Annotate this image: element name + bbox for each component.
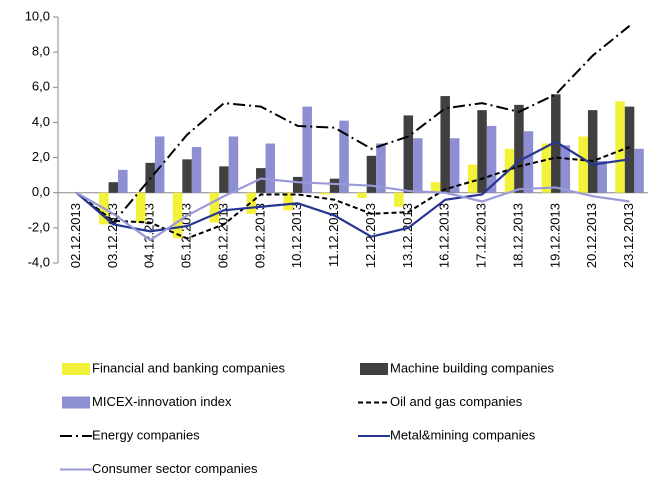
- bar: [209, 192, 220, 223]
- legend-swatch: [62, 396, 90, 409]
- bar: [339, 120, 349, 193]
- bar: [172, 192, 183, 239]
- y-tick-label: 8,0: [32, 44, 50, 59]
- y-tick-label: 10,0: [25, 8, 50, 23]
- bar: [154, 136, 165, 193]
- bar: [413, 138, 423, 193]
- bar: [597, 161, 607, 193]
- bar: [191, 147, 202, 193]
- bar: [467, 164, 478, 193]
- bar: [430, 182, 441, 193]
- bar: [118, 169, 128, 193]
- bar: [357, 192, 367, 198]
- y-tick-label: 4,0: [32, 114, 50, 129]
- bar: [615, 101, 625, 193]
- line-series: [75, 146, 630, 240]
- bar: [477, 110, 487, 193]
- x-tick-label: 09.12.2013: [252, 203, 267, 268]
- y-tick-label: 0,0: [32, 184, 50, 199]
- x-tick-label: 18.12.2013: [510, 203, 525, 268]
- bar: [246, 192, 257, 214]
- bar: [182, 159, 192, 193]
- y-tick-label: -4,0: [28, 254, 50, 269]
- bar: [292, 176, 303, 193]
- bar: [560, 145, 571, 193]
- bar: [394, 192, 404, 207]
- bar: [523, 131, 534, 193]
- legend-label: Financial and banking companies: [92, 360, 285, 375]
- legend-label: Metal&mining companies: [390, 427, 536, 442]
- bar: [228, 136, 239, 193]
- x-tick-label: 20.12.2013: [584, 203, 599, 268]
- bar: [624, 106, 635, 193]
- bar: [449, 138, 460, 193]
- bar: [541, 143, 552, 193]
- bar: [486, 125, 497, 193]
- legend-label: Consumer sector companies: [92, 461, 258, 476]
- bar: [302, 106, 312, 193]
- y-tick-label: 2,0: [32, 149, 50, 164]
- x-tick-label: 02.12.2013: [68, 203, 83, 268]
- bar: [256, 168, 266, 193]
- x-tick-label: 10.12.2013: [289, 203, 304, 268]
- legend-label: Energy companies: [92, 427, 200, 442]
- bar: [587, 110, 598, 193]
- line-series: [75, 177, 630, 242]
- bar: [440, 96, 450, 193]
- bar: [403, 115, 414, 193]
- bar: [320, 192, 330, 195]
- legend-swatch: [62, 363, 90, 375]
- x-tick-label: 13.12.2013: [400, 203, 415, 268]
- bar: [551, 94, 561, 193]
- legend-label: Machine building companies: [390, 360, 555, 375]
- x-tick-label: 11.12.2013: [326, 203, 341, 267]
- y-tick-label: 6,0: [32, 79, 50, 94]
- bar: [376, 143, 386, 193]
- x-tick-label: 23.12.2013: [621, 203, 636, 268]
- bar: [219, 166, 229, 193]
- bar: [265, 143, 276, 193]
- legend-label: Oil and gas companies: [390, 394, 523, 409]
- line-series: [75, 25, 631, 224]
- legend-label: MICEX-innovation index: [92, 394, 232, 409]
- x-tick-label: 19.12.2013: [547, 203, 562, 268]
- x-tick-label: 16.12.2013: [437, 203, 452, 268]
- y-tick-label: -2,0: [28, 219, 50, 234]
- bar: [634, 148, 644, 193]
- x-tick-label: 17.12.2013: [474, 203, 489, 268]
- bar: [283, 192, 293, 211]
- bar: [514, 104, 524, 193]
- bar: [135, 192, 146, 223]
- bar: [108, 182, 119, 193]
- bar: [366, 155, 377, 193]
- bar: [329, 178, 340, 193]
- bar: [578, 136, 588, 193]
- legend-swatch: [360, 363, 388, 375]
